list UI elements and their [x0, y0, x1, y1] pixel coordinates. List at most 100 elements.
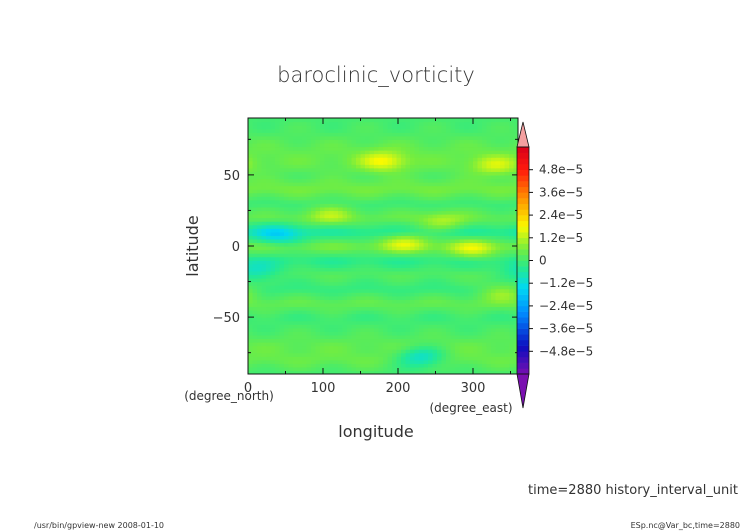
heatmap-cell — [284, 121, 290, 126]
heatmap-cell — [356, 356, 362, 361]
heatmap-cell — [347, 231, 353, 236]
heatmap-cell — [356, 338, 362, 343]
heatmap-cell — [410, 238, 416, 244]
heatmap-cell — [423, 118, 429, 123]
heatmap-cell — [473, 260, 479, 265]
heatmap-cell — [410, 139, 416, 144]
heatmap-cell — [491, 210, 497, 215]
heatmap-cell — [306, 342, 312, 347]
heatmap-cell — [248, 178, 254, 183]
heatmap-cell — [450, 178, 456, 183]
heatmap-cell — [486, 164, 492, 169]
heatmap-cell — [378, 292, 384, 297]
heatmap-cell — [356, 160, 362, 165]
heatmap-cell — [441, 320, 447, 325]
heatmap-cell — [410, 334, 416, 340]
heatmap-cell — [455, 196, 461, 201]
heatmap-cell — [257, 274, 263, 279]
heatmap-cell — [410, 118, 416, 123]
heatmap-cell — [482, 342, 488, 347]
heatmap-cell — [513, 292, 518, 297]
heatmap-cell — [495, 320, 501, 325]
heatmap-cell — [284, 366, 290, 372]
heatmap-cell — [297, 164, 303, 169]
heatmap-cell — [261, 139, 267, 144]
heatmap-cell — [369, 327, 375, 332]
heatmap-cell — [482, 281, 488, 286]
heatmap-cell — [396, 285, 402, 290]
heatmap-cell — [329, 217, 335, 222]
heatmap-cell — [270, 128, 276, 133]
heatmap-cell — [504, 139, 510, 144]
heatmap-cell — [315, 231, 321, 236]
heatmap-cell — [365, 345, 371, 350]
heatmap-cell — [473, 256, 479, 261]
heatmap-cell — [405, 274, 411, 279]
heatmap-cell — [468, 214, 474, 219]
heatmap-cell — [266, 270, 272, 276]
heatmap-cell — [513, 238, 518, 244]
heatmap-cell — [252, 185, 258, 190]
heatmap-cell — [504, 146, 510, 151]
heatmap-cell — [338, 224, 344, 229]
heatmap-cell — [320, 135, 326, 140]
heatmap-cell — [288, 338, 294, 343]
heatmap-cell — [423, 285, 429, 290]
heatmap-cell — [257, 125, 263, 130]
heatmap-cell — [320, 214, 326, 219]
heatmap-cell — [491, 185, 497, 190]
heatmap-cell — [495, 125, 501, 130]
heatmap-cell — [513, 260, 518, 265]
heatmap-cell — [396, 146, 402, 151]
heatmap-cell — [320, 174, 326, 180]
heatmap-cell — [284, 327, 290, 332]
heatmap-cell — [374, 214, 380, 219]
heatmap-cell — [500, 135, 506, 140]
colorbar-segment — [517, 209, 529, 216]
heatmap-cell — [450, 217, 456, 222]
heatmap-cell — [369, 217, 375, 222]
heatmap-cell — [459, 302, 465, 308]
heatmap-cell — [315, 331, 321, 336]
heatmap-cell — [293, 327, 299, 332]
heatmap-cell — [279, 370, 285, 374]
heatmap-cell — [495, 210, 501, 215]
heatmap-cell — [297, 292, 303, 297]
heatmap-cell — [414, 285, 420, 290]
heatmap-cell — [419, 256, 425, 261]
heatmap-cell — [455, 256, 461, 261]
heatmap-cell — [293, 299, 299, 304]
heatmap-cell — [288, 317, 294, 322]
heatmap-cell — [473, 363, 479, 368]
heatmap-cell — [446, 192, 452, 197]
heatmap-cell — [297, 206, 303, 212]
heatmap-cell — [347, 189, 353, 194]
heatmap-cell — [257, 363, 263, 368]
heatmap-cell — [455, 235, 461, 240]
heatmap-cell — [513, 324, 518, 329]
heatmap-cell — [252, 206, 258, 212]
heatmap-cell — [369, 199, 375, 204]
heatmap-cell — [252, 238, 258, 244]
heatmap-cell — [252, 320, 258, 325]
heatmap-cell — [270, 142, 276, 148]
colorbar-segment — [517, 254, 529, 261]
heatmap-cell — [473, 278, 479, 283]
heatmap-cell — [504, 317, 510, 322]
heatmap-cell — [441, 199, 447, 204]
heatmap-cell — [432, 366, 438, 372]
heatmap-cell — [261, 128, 267, 133]
heatmap-cell — [374, 345, 380, 350]
heatmap-cell — [369, 288, 375, 293]
heatmap-cell — [275, 320, 281, 325]
heatmap-cell — [441, 178, 447, 183]
heatmap-cell — [446, 196, 452, 201]
heatmap-cell — [446, 185, 452, 190]
heatmap-cell — [513, 171, 518, 176]
heatmap-cell — [356, 135, 362, 140]
heatmap-cell — [320, 157, 326, 162]
heatmap-cell — [473, 302, 479, 308]
heatmap-cell — [261, 146, 267, 151]
heatmap-cell — [365, 306, 371, 311]
heatmap-cell — [302, 334, 308, 340]
